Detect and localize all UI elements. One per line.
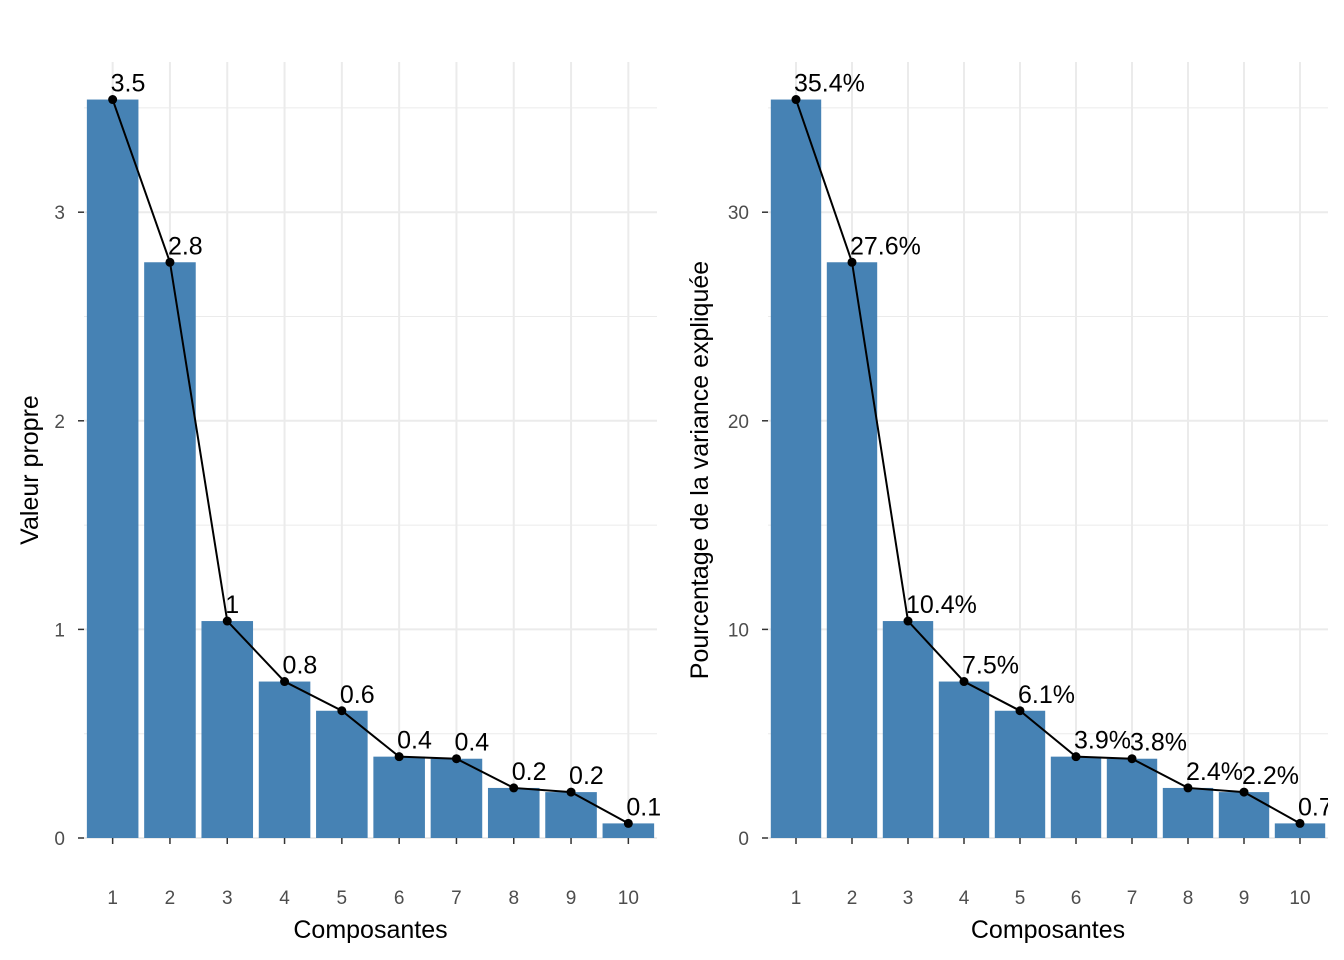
data-label-9: 0.2 xyxy=(569,762,604,790)
x-tick-label: 8 xyxy=(508,888,519,909)
y-axis-title: Valeur propre xyxy=(16,395,44,545)
x-tick-label: 10 xyxy=(618,888,639,909)
data-label-10: 0.1 xyxy=(626,793,661,821)
y-tick-label: 2 xyxy=(54,412,65,433)
x-tick-label: 1 xyxy=(107,888,118,909)
bar-component-1 xyxy=(86,99,139,838)
x-axis-title: Composantes xyxy=(293,916,447,944)
data-label-8: 0.2 xyxy=(512,758,547,786)
bar-component-10 xyxy=(602,823,655,838)
data-label-6: 3.9% xyxy=(1074,727,1131,755)
bar-component-1 xyxy=(770,99,822,838)
bar-component-10 xyxy=(1274,823,1326,838)
x-tick-label: 3 xyxy=(222,888,233,909)
y-tick-label: 30 xyxy=(728,203,749,224)
x-tick-label: 1 xyxy=(791,888,802,909)
data-label-4: 7.5% xyxy=(962,652,1019,680)
x-tick-label: 5 xyxy=(337,888,348,909)
x-tick-label: 6 xyxy=(1071,888,1082,909)
data-point-5 xyxy=(337,706,347,716)
bar-component-3 xyxy=(201,621,254,838)
bar-component-2 xyxy=(144,262,196,838)
y-tick-label: 0 xyxy=(738,829,749,850)
data-label-10: 0.7% xyxy=(1298,793,1344,821)
bar-component-5 xyxy=(994,710,1046,838)
data-label-1: 35.4% xyxy=(794,70,865,98)
y-tick-label: 0 xyxy=(54,829,65,850)
bar-component-7 xyxy=(1106,758,1158,838)
bar-component-9 xyxy=(1218,792,1270,838)
data-point-2 xyxy=(165,257,175,267)
data-point-6 xyxy=(394,752,404,762)
data-point-9 xyxy=(566,787,576,797)
data-point-3 xyxy=(903,616,913,626)
trend-line xyxy=(111,99,629,825)
bar-component-5 xyxy=(316,710,368,838)
data-label-6: 0.4 xyxy=(397,727,432,755)
bar-component-4 xyxy=(258,681,311,838)
x-tick-label: 2 xyxy=(165,888,176,909)
data-point-4 xyxy=(959,677,969,687)
data-point-9 xyxy=(1239,787,1249,797)
data-point-1 xyxy=(108,95,118,105)
data-point-6 xyxy=(1071,752,1081,762)
y-axis-title: Pourcentage de la variance expliquée xyxy=(686,261,714,679)
data-point-10 xyxy=(623,818,633,828)
data-label-2: 27.6% xyxy=(850,232,921,260)
bar-component-9 xyxy=(545,792,597,838)
bar-component-3 xyxy=(882,621,934,838)
y-tick-label: 20 xyxy=(728,412,749,433)
y-tick-label: 10 xyxy=(728,620,749,641)
x-tick-label: 3 xyxy=(903,888,914,909)
data-label-4: 0.8 xyxy=(283,652,318,680)
data-point-7 xyxy=(451,754,461,764)
eigenvalue-chart: 3.5 2.8 1 0.8 0.6 0.4 0.4 0.2 0.2 0.1 0 1 2 3 1 2 3 4 5 6 7 8… xyxy=(16,62,661,944)
bar-component-6 xyxy=(373,756,425,838)
bar-component-7 xyxy=(430,758,483,838)
data-label-3: 1 xyxy=(225,591,239,619)
bar-component-2 xyxy=(826,262,878,838)
y-tick-label: 1 xyxy=(54,620,65,641)
data-point-8 xyxy=(509,783,519,793)
data-point-10 xyxy=(1295,818,1305,828)
x-tick-label: 4 xyxy=(279,888,290,909)
data-label-7: 0.4 xyxy=(454,729,489,757)
x-tick-label: 9 xyxy=(1239,888,1250,909)
x-tick-label: 4 xyxy=(959,888,970,909)
data-point-1 xyxy=(791,95,801,105)
bar-component-6 xyxy=(1050,756,1102,838)
data-point-4 xyxy=(280,677,290,687)
data-point-5 xyxy=(1015,706,1025,716)
x-tick-label: 6 xyxy=(394,888,405,909)
explained-variance-chart: 35.4% 27.6% 10.4% 7.5%6.1% 3.9% 3.8%2.4% 2.2% 0… xyxy=(686,62,1344,944)
data-point-7 xyxy=(1127,754,1137,764)
data-label-5: 6.1% xyxy=(1018,681,1075,709)
data-label-3: 10.4% xyxy=(906,591,977,619)
x-tick-label: 8 xyxy=(1183,888,1194,909)
y-tick-label: 3 xyxy=(54,203,65,224)
x-tick-label: 2 xyxy=(847,888,858,909)
bar-component-4 xyxy=(938,681,990,838)
x-tick-label: 10 xyxy=(1289,888,1310,909)
data-point-3 xyxy=(222,616,232,626)
data-point-8 xyxy=(1183,783,1193,793)
x-tick-label: 7 xyxy=(1127,888,1138,909)
bar-component-8 xyxy=(487,787,540,838)
data-label-1: 3.5 xyxy=(111,70,146,98)
data-label-2: 2.8 xyxy=(168,232,203,260)
data-label-9: 2.2% xyxy=(1242,762,1299,790)
data-label-5: 0.6 xyxy=(340,681,375,709)
x-tick-label: 9 xyxy=(566,888,577,909)
x-axis-title: Composantes xyxy=(971,916,1125,944)
data-point-2 xyxy=(847,257,857,267)
trend-line xyxy=(795,99,1301,825)
bar-component-8 xyxy=(1162,787,1214,838)
data-label-8: 2.4% xyxy=(1186,758,1243,786)
data-label-7: 3.8% xyxy=(1130,729,1187,757)
x-tick-label: 7 xyxy=(451,888,462,909)
x-tick-label: 5 xyxy=(1015,888,1026,909)
